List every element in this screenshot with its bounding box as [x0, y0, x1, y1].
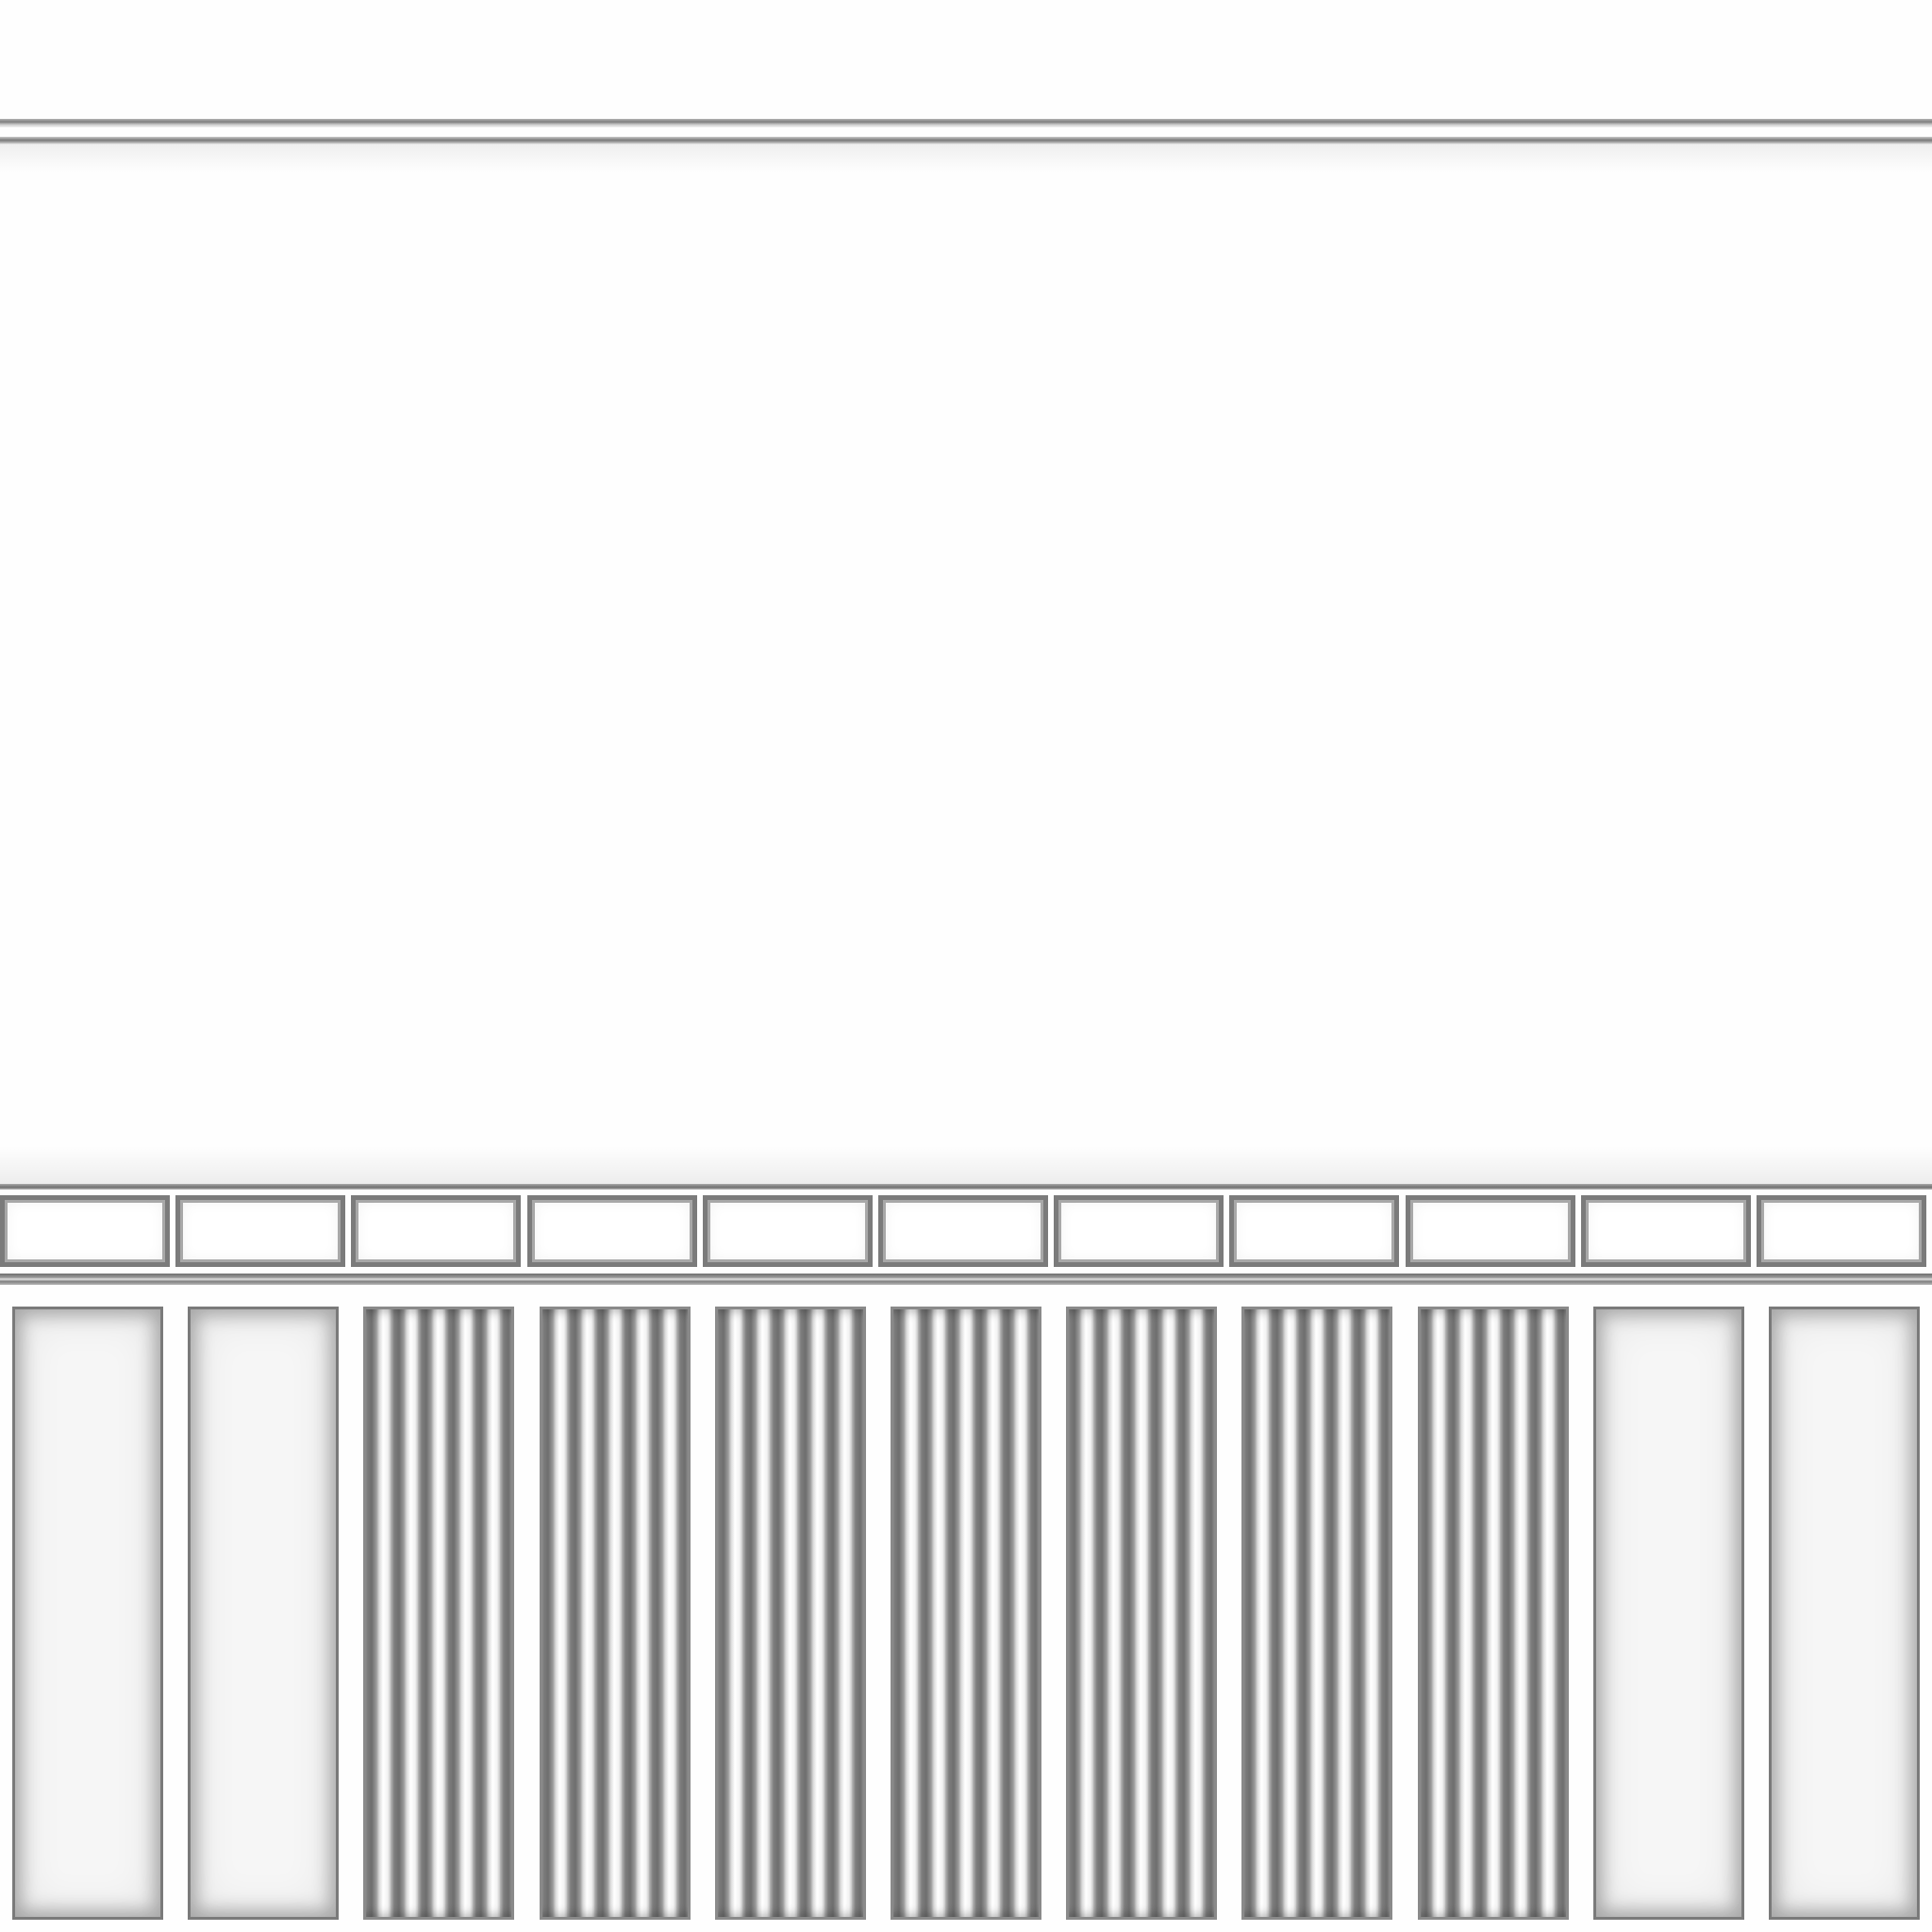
- chair-rail-top-strip: [0, 1184, 1932, 1190]
- fluted-panel: [363, 1307, 514, 1920]
- plain-recessed-panel: [188, 1307, 339, 1920]
- frieze-cell: [351, 1195, 521, 1267]
- chair-rail-shadow: [0, 1146, 1932, 1186]
- plain-recessed-panel: [1593, 1307, 1744, 1920]
- fluted-panel: [1241, 1307, 1392, 1920]
- frieze-cell: [1757, 1195, 1926, 1267]
- frieze-cell: [1229, 1195, 1399, 1267]
- frieze-cell: [878, 1195, 1048, 1267]
- crown-molding-shadow: [0, 144, 1932, 173]
- fluted-panel: [1066, 1307, 1217, 1920]
- frieze-cell: [0, 1195, 170, 1267]
- frieze-cell: [703, 1195, 873, 1267]
- frieze-cell: [1581, 1195, 1751, 1267]
- frieze-cell: [175, 1195, 345, 1267]
- fluted-panel: [715, 1307, 866, 1920]
- frieze-cell: [1054, 1195, 1224, 1267]
- fluted-panel: [1418, 1307, 1569, 1920]
- plain-recessed-panel: [12, 1307, 163, 1920]
- frieze-cell: [527, 1195, 697, 1267]
- crown-molding-upper-strip: [0, 119, 1932, 127]
- wainscot-panel-row: [0, 1307, 1932, 1920]
- frieze-band: [0, 1190, 1932, 1274]
- crown-molding-lower-strip: [0, 137, 1932, 144]
- chair-rail-bottom-strip: [0, 1274, 1932, 1285]
- fluted-panel: [891, 1307, 1041, 1920]
- plain-recessed-panel: [1769, 1307, 1920, 1920]
- fluted-panel: [540, 1307, 691, 1920]
- frieze-cell: [1406, 1195, 1575, 1267]
